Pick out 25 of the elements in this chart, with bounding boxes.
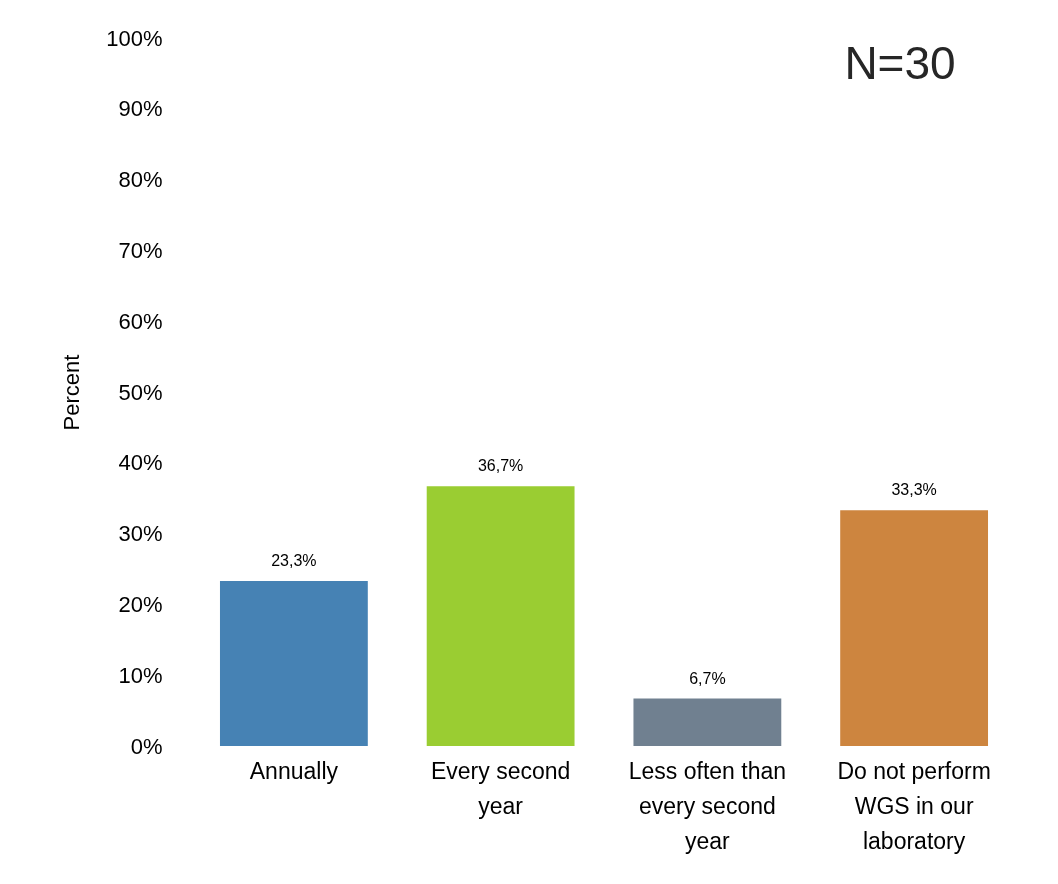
y-tick-label: 60% <box>118 308 163 334</box>
y-tick-label: 70% <box>118 237 163 263</box>
x-tick-label: Less often than every second year <box>628 757 787 854</box>
y-tick-label: 30% <box>118 521 163 547</box>
data-label: 6,7% <box>689 669 726 687</box>
x-tick-label: Do not perform WGS in our laboratory <box>837 757 991 854</box>
y-tick-label: 10% <box>118 662 163 688</box>
y-tick-label: 20% <box>118 591 163 617</box>
annotation: N=30 <box>844 37 956 89</box>
y-axis-title: Percent <box>59 354 85 431</box>
bar <box>633 698 782 746</box>
y-tick-label: 0% <box>130 733 163 759</box>
bar <box>219 581 368 746</box>
data-label: 23,3% <box>271 552 317 570</box>
y-tick-label: 100% <box>106 25 163 51</box>
y-tick-label: 40% <box>118 450 163 476</box>
bar <box>840 510 989 746</box>
y-tick-label: 80% <box>118 167 163 193</box>
data-label: 33,3% <box>891 481 937 499</box>
y-tick-label: 90% <box>118 96 163 122</box>
data-label: 36,7% <box>477 457 524 475</box>
x-tick-label: Every second year <box>430 757 571 819</box>
y-tick-label: 50% <box>118 379 163 405</box>
bar <box>426 486 575 746</box>
x-tick-label: Annually <box>249 757 339 784</box>
